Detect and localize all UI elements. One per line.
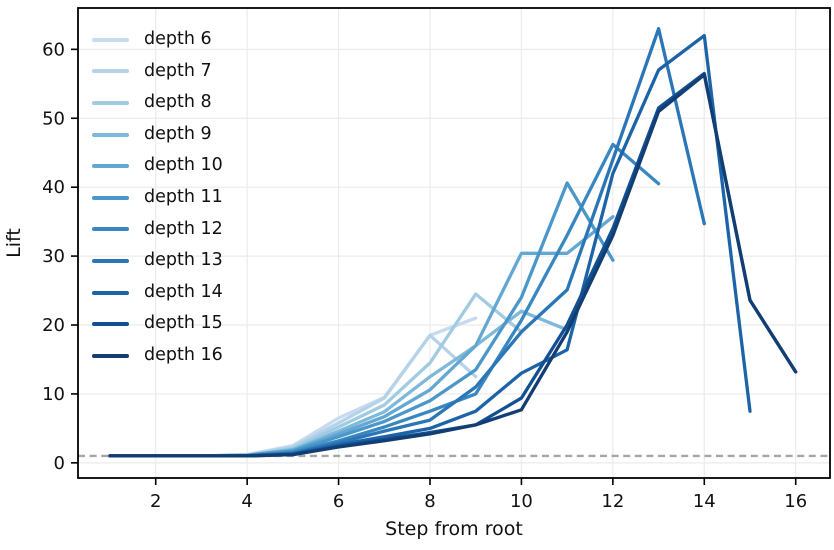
axis-ticks xyxy=(71,48,797,485)
y-tick-label: 40 xyxy=(42,177,65,198)
y-tick-label: 20 xyxy=(42,315,65,336)
legend-swatch xyxy=(92,290,129,295)
x-tick-label: 6 xyxy=(333,491,344,512)
x-tick-label: 2 xyxy=(150,491,161,512)
legend-label: depth 7 xyxy=(144,60,212,81)
legend-label: depth 14 xyxy=(144,281,223,302)
legend-swatch xyxy=(92,37,129,42)
x-tick-label: 10 xyxy=(510,491,533,512)
series-line-depth-16 xyxy=(108,73,798,458)
y-tick-label: 60 xyxy=(42,39,65,60)
legend-swatch xyxy=(92,195,129,200)
y-tick-label: 30 xyxy=(42,246,65,267)
tick-labels: 2 4 6 8 10 12 14 16 0 10 20 30 40 50 60 xyxy=(42,39,807,512)
legend-item: depth 12 xyxy=(92,214,223,246)
data-series-lines xyxy=(108,27,798,458)
y-axis-label: Lift xyxy=(3,228,25,258)
legend-label: depth 10 xyxy=(144,155,223,176)
legend-label: depth 11 xyxy=(144,187,223,208)
legend-label: depth 16 xyxy=(144,344,223,365)
legend-swatch xyxy=(92,164,129,169)
legend-item: depth 6 xyxy=(92,24,223,56)
legend-swatch xyxy=(92,353,129,358)
legend-item: depth 13 xyxy=(92,245,223,277)
x-tick-label: 12 xyxy=(601,491,624,512)
legend-item: depth 8 xyxy=(92,87,223,119)
legend-swatch xyxy=(92,69,129,74)
legend-item: depth 14 xyxy=(92,277,223,309)
legend-label: depth 13 xyxy=(144,250,223,271)
y-tick-label: 50 xyxy=(42,108,65,129)
x-axis-label: Step from root xyxy=(385,518,523,540)
y-tick-label: 0 xyxy=(54,453,65,474)
legend-label: depth 6 xyxy=(144,29,212,50)
legend-item: depth 15 xyxy=(92,308,223,340)
legend-swatch xyxy=(92,258,129,263)
legend-label: depth 12 xyxy=(144,218,223,239)
legend-label: depth 15 xyxy=(144,313,223,334)
axes-spines xyxy=(77,7,831,479)
legend-label: depth 8 xyxy=(144,92,212,113)
x-tick-label: 16 xyxy=(784,491,807,512)
legend-swatch xyxy=(92,227,129,232)
plot-border xyxy=(77,7,831,479)
legend-item: depth 16 xyxy=(92,340,223,372)
legend-swatch xyxy=(92,132,129,137)
legend-item: depth 7 xyxy=(92,56,223,88)
legend-item: depth 11 xyxy=(92,182,223,214)
x-tick-label: 4 xyxy=(241,491,252,512)
legend: depth 6 depth 7 depth 8 depth 9 depth 10 dept… xyxy=(92,24,223,372)
legend-swatch xyxy=(92,100,129,105)
legend-item: depth 10 xyxy=(92,150,223,182)
legend-item: depth 9 xyxy=(92,119,223,151)
legend-swatch xyxy=(92,322,129,327)
grid-lines xyxy=(78,8,830,478)
x-tick-label: 8 xyxy=(424,491,435,512)
y-tick-label: 10 xyxy=(42,384,65,405)
legend-label: depth 9 xyxy=(144,123,212,144)
x-tick-label: 14 xyxy=(693,491,716,512)
